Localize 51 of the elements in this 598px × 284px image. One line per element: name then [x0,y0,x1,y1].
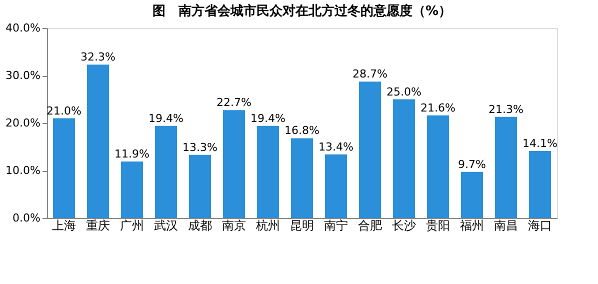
bar [155,126,177,218]
bar [223,110,245,218]
y-tick-label: 10.0% [6,164,40,177]
x-tick-label: 长沙 [392,218,416,232]
bar [121,161,143,218]
x-tick-label: 南昌 [494,218,518,232]
data-label: 21.3% [488,102,524,116]
bar [291,138,313,218]
data-label: 19.4% [148,112,184,125]
bar [87,64,109,218]
x-tick-label: 海口 [528,218,552,232]
x-tick-label: 昆明 [290,218,314,232]
bar [359,82,381,218]
x-tick-label: 重庆 [86,218,110,232]
x-tick-label: 成都 [188,218,212,232]
y-tick-label: 20.0% [6,116,40,130]
x-tick-label: 武汉 [154,218,178,232]
data-label: 9.7% [458,158,486,171]
data-label: 28.7% [352,68,388,81]
bar [495,116,517,218]
data-label: 32.3% [80,50,116,64]
bar [427,115,449,218]
data-label: 19.4% [250,112,286,125]
x-tick-label: 南宁 [324,218,348,232]
bar [529,151,551,218]
data-label: 22.7% [216,96,252,110]
x-tick-label: 广州 [120,218,144,232]
data-label: 13.3% [182,140,218,154]
bar [393,99,415,218]
x-tick-label: 上海 [52,218,76,232]
bar [257,126,279,218]
x-tick-label: 合肥 [358,218,382,232]
x-tick-label: 福州 [460,218,484,232]
data-label: 25.0% [386,85,422,98]
chart-title: 图 南方省会城市民众对在北方过冬的意愿度（%） [152,3,452,19]
data-label: 13.4% [318,140,354,154]
y-tick-label: 0.0% [12,212,40,224]
x-tick-label: 贵阳 [426,218,450,232]
bar [461,172,483,218]
y-tick-label: 30.0% [6,69,40,82]
data-label: 21.0% [46,104,82,118]
data-label: 11.9% [114,147,150,160]
bar [325,154,347,218]
data-label: 21.6% [420,101,456,114]
bar [53,118,75,218]
data-label: 16.8% [284,124,320,138]
x-tick-label: 南京 [222,218,246,232]
data-label: 14.1% [522,137,558,150]
y-tick-label: 40.0% [6,22,40,34]
bar [189,154,211,218]
x-tick-label: 杭州 [255,218,280,232]
